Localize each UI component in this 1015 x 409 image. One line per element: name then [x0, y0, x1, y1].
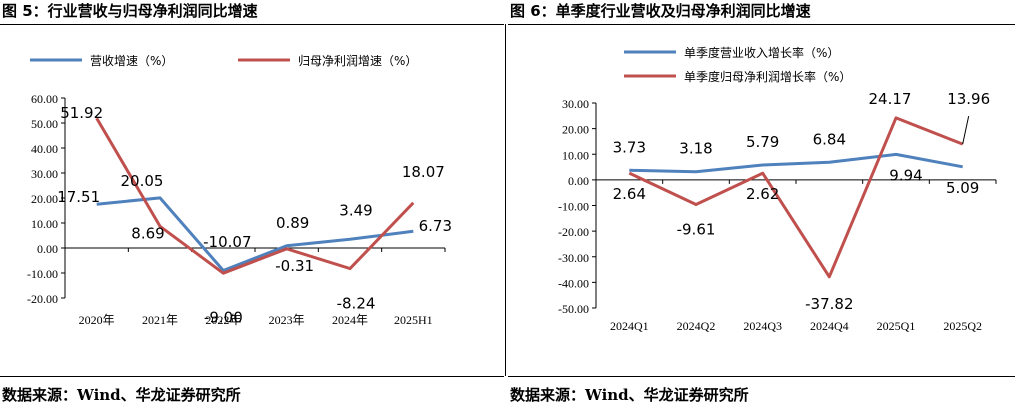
y-tick-label: -10.00	[27, 267, 58, 281]
y-tick-label: 50.00	[31, 117, 58, 131]
figure-5-chart: 60.00 50.00 40.00 30.00 20.00 10.00 0.00 -10.00…	[27, 54, 452, 327]
y-tick-label: 10.00	[31, 217, 58, 231]
x-tick-label: 2024Q3	[743, 319, 782, 333]
data-label: 17.51	[57, 188, 100, 206]
series-line-revenue	[629, 152, 963, 174]
y-tick-label: -30.00	[558, 251, 589, 265]
series-line-profit	[628, 116, 964, 279]
y-tick-label: 30.00	[562, 97, 589, 111]
figure-5-title: 图 5：行业营收与归母净利润同比增速	[2, 2, 258, 20]
x-tick-label: 2024Q4	[810, 319, 849, 333]
figure-6-title: 图 6：单季度行业营收及归母净利润同比增速	[510, 2, 811, 20]
x-tick-label: 2025Q1	[877, 319, 916, 333]
data-label: 3.73	[613, 138, 646, 156]
figure-6-bottom-rule	[508, 376, 1015, 377]
y-tick-label: -50.00	[558, 302, 589, 316]
y-tick-label: -20.00	[27, 292, 58, 306]
data-label: 5.79	[746, 133, 779, 151]
figure-5-top-rule	[0, 24, 504, 25]
data-label: 6.73	[419, 217, 452, 235]
data-label: 24.17	[869, 90, 912, 108]
y-tick-label: 20.00	[31, 192, 58, 206]
data-label: 3.18	[679, 140, 712, 158]
figure-5-panel: 图 5：行业营收与归母净利润同比增速 60.00 50.00 40.00 30.00 2…	[0, 0, 504, 409]
data-label: 13.96	[947, 90, 990, 108]
data-label: 20.05	[121, 172, 164, 190]
figure-6-chart: 30.00 20.00 10.00 0.00 -10.00 -20.00 -30.00 -40…	[558, 45, 997, 333]
data-label: 2.62	[746, 185, 779, 203]
legend-label-profit: 归母净利润增速（%）	[298, 54, 417, 68]
figure-5-bottom-rule	[0, 376, 504, 377]
y-tick-label: 0.00	[37, 242, 58, 256]
y-tick-label: 30.00	[31, 167, 58, 181]
legend-label-revenue: 单季度营业收入增长率（%）	[684, 45, 839, 60]
data-label: 3.49	[339, 201, 372, 219]
data-label: -10.07	[203, 233, 251, 251]
x-tick-label: 2024年	[332, 313, 368, 327]
data-label: -37.82	[805, 295, 853, 313]
y-tick-label: 60.00	[31, 92, 58, 106]
panel-divider	[505, 24, 506, 376]
x-tick-label: 2025H1	[394, 313, 433, 327]
x-tick-label: 2024Q1	[610, 319, 649, 333]
figure-6-source: 数据来源：Wind、华龙证券研究所	[510, 386, 749, 404]
y-tick-label: 0.00	[568, 174, 589, 188]
data-label: -8.24	[337, 295, 376, 313]
data-label: -0.31	[275, 257, 314, 275]
data-label: 6.84	[813, 130, 846, 148]
data-label: -9.00	[204, 309, 243, 327]
x-tick-label: 2023年	[269, 313, 305, 327]
x-tick-label: 2025Q2	[943, 319, 982, 333]
y-tick-label: -20.00	[558, 225, 589, 239]
data-label: 0.89	[276, 214, 309, 232]
series-line-profit	[95, 117, 415, 275]
x-tick-label: 2022年	[205, 313, 241, 327]
data-label: 18.07	[402, 163, 445, 181]
x-tick-label: 2024Q2	[677, 319, 716, 333]
data-label: 8.69	[131, 224, 164, 242]
figure-5-source: 数据来源：Wind、华龙证券研究所	[2, 386, 241, 404]
data-label: 9.94	[889, 166, 922, 184]
y-tick-label: 10.00	[562, 148, 589, 162]
y-tick-label: -10.00	[558, 200, 589, 214]
data-label: 51.92	[60, 104, 103, 122]
data-label-leader	[962, 115, 970, 145]
figure-6-top-rule	[508, 24, 1015, 25]
data-label: 5.09	[946, 179, 979, 197]
data-label: -9.61	[677, 221, 716, 239]
x-tick-label: 2021年	[142, 313, 178, 327]
data-label: 2.64	[613, 185, 646, 203]
legend-label-revenue: 营收增速（%）	[90, 54, 173, 68]
x-tick-label: 2020年	[79, 313, 115, 327]
legend-label-profit: 单季度归母净利润增长率（%）	[684, 69, 851, 84]
y-tick-label: -40.00	[558, 276, 589, 290]
figure-6-panel: 图 6：单季度行业营收及归母净利润同比增速 30.00 20.00 10.00 0.0…	[508, 0, 1015, 409]
series-line-revenue	[96, 196, 414, 272]
y-tick-label: 40.00	[31, 142, 58, 156]
y-tick-label: 20.00	[562, 123, 589, 137]
